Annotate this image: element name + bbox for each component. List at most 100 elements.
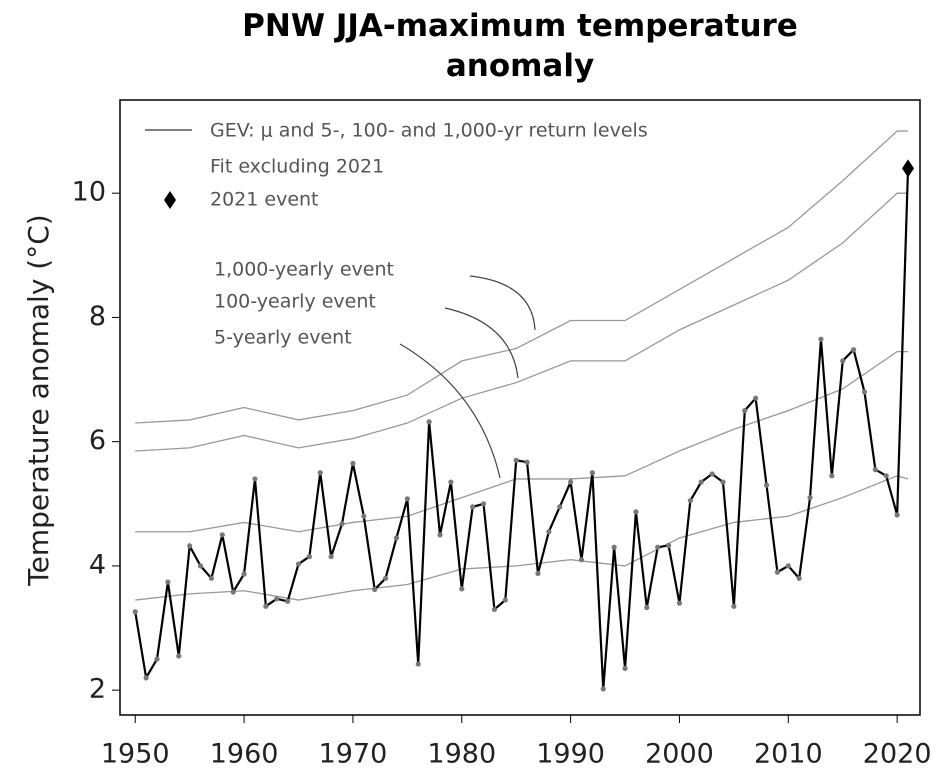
observed-point [241, 571, 247, 577]
observed-point [263, 603, 269, 609]
x-tick-label: 2010 [754, 739, 823, 770]
observed-point [165, 579, 171, 585]
x-tick-label: 1950 [101, 739, 170, 770]
observed-point [480, 501, 487, 507]
observed-point [807, 494, 813, 501]
observed-point [361, 513, 367, 519]
observed-point [339, 521, 345, 527]
observed-point [568, 479, 574, 485]
observed-point [720, 479, 726, 485]
annotation-arrow [469, 275, 536, 331]
y-tick-label: 4 [89, 549, 106, 580]
observed-point [796, 575, 802, 581]
observed-point [687, 498, 693, 504]
annotation-arrow [444, 307, 519, 379]
observed-point [328, 553, 334, 560]
observed-point [372, 586, 378, 593]
observed-point [611, 544, 617, 550]
observed-point [404, 496, 410, 502]
gev-line [135, 192, 909, 452]
event-marker [902, 159, 915, 178]
annotation: 5-yearly event [214, 327, 352, 349]
observed-point [393, 535, 400, 541]
observed-point [448, 479, 454, 485]
observed-point [763, 482, 770, 488]
observed-point [437, 532, 443, 538]
observed-point [622, 665, 628, 672]
x-tick-label: 2000 [645, 739, 714, 770]
observed-point [861, 389, 868, 395]
observed-point [426, 419, 432, 425]
observed-point [143, 675, 149, 681]
observed-point [350, 460, 356, 467]
observed-point [382, 575, 389, 581]
legend-label: 2021 event [210, 189, 319, 211]
x-tick-label: 1970 [319, 739, 388, 770]
gev-line [135, 475, 909, 601]
observed-point [459, 586, 465, 592]
observed-point [208, 575, 215, 581]
legend-diamond [164, 191, 176, 209]
annotation: 1,000-yearly event [214, 259, 394, 281]
observed-point [829, 473, 835, 479]
annotation-arrow [399, 343, 501, 479]
annotation: 100-yearly event [214, 291, 376, 313]
chart-title: PNW JJA-maximum temperature anomaly [242, 8, 798, 84]
observed-point [709, 471, 715, 477]
observed-point [644, 604, 650, 611]
observed-point [535, 570, 541, 576]
legend-label: GEV: μ and 5-, 100- and 1,000-yr return … [210, 120, 648, 142]
observed-point [676, 600, 683, 606]
y-tick-label: 6 [89, 425, 106, 456]
legend-label: Fit excluding 2021 [210, 156, 384, 178]
observed-point [589, 470, 595, 476]
observed-point [187, 543, 193, 549]
observed-point [230, 589, 236, 595]
observed-point [176, 653, 182, 659]
observed-point [894, 512, 900, 518]
observed-point [818, 336, 824, 342]
observed-point [785, 563, 791, 569]
observed-point [698, 479, 704, 485]
gev-line [135, 350, 909, 533]
observed-point [317, 470, 323, 476]
observed-point [655, 544, 661, 550]
y-tick-label: 8 [89, 301, 106, 332]
observed-point [513, 457, 519, 463]
x-tick-label: 1980 [427, 739, 496, 770]
observed-point [415, 661, 421, 667]
observed-point [742, 408, 748, 414]
observed-point [557, 504, 563, 510]
observed-point [132, 609, 138, 615]
observed-point [578, 557, 585, 563]
observed-point [154, 656, 160, 662]
observed-point [731, 603, 737, 609]
observed-point [197, 563, 204, 569]
observed-point [274, 596, 280, 602]
x-tick-label: 2020 [863, 739, 932, 770]
observed-point [600, 686, 606, 692]
observed-point [840, 358, 846, 364]
observed-point [753, 395, 759, 401]
observed-point [470, 504, 476, 510]
observed-point [285, 598, 291, 604]
x-tick-label: 1990 [536, 739, 605, 770]
observed-line [134, 168, 910, 689]
y-tick-label: 10 [72, 177, 106, 208]
observed-point [252, 476, 258, 482]
x-tick-label: 1960 [210, 739, 279, 770]
plot-frame [119, 99, 921, 716]
observed-point [872, 467, 878, 473]
y-tick-label: 2 [89, 674, 106, 705]
observed-point [524, 459, 530, 465]
observed-point [774, 569, 781, 575]
observed-point [883, 473, 889, 479]
observed-point [502, 597, 508, 603]
observed-point [219, 532, 225, 538]
observed-point [851, 347, 857, 353]
observed-point [633, 509, 639, 515]
gev-line [135, 130, 909, 424]
observed-point [306, 553, 312, 560]
